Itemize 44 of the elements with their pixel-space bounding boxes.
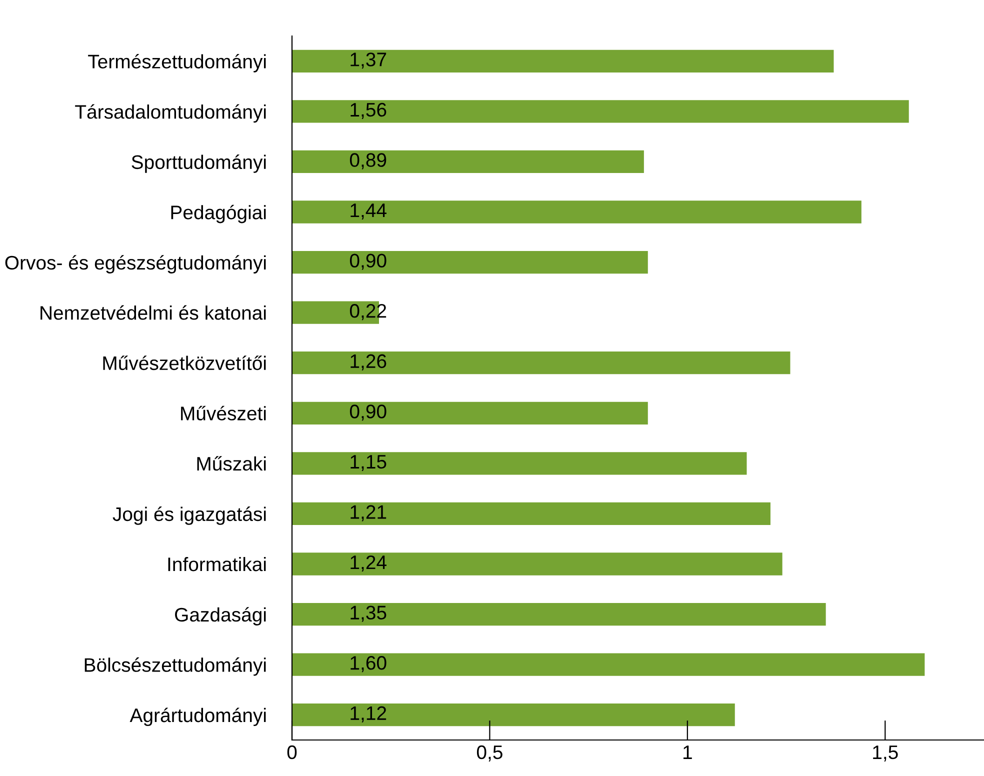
y-tick-label: Pedagógiai bbox=[171, 204, 266, 224]
data-label: 0,89 bbox=[350, 153, 386, 170]
y-tick-label: Társadalomtudományi bbox=[75, 104, 266, 123]
x-tick-label: 1,5 bbox=[873, 746, 898, 762]
y-tick-label: Gazdasági bbox=[175, 607, 266, 626]
data-label: 1,15 bbox=[350, 455, 386, 471]
x-tick-label: 0 bbox=[287, 745, 297, 760]
bar bbox=[292, 452, 747, 475]
x-tick-label: 0,5 bbox=[476, 745, 502, 762]
data-label: 1,24 bbox=[350, 555, 386, 572]
y-tick-label: Agrártudományi bbox=[130, 708, 266, 726]
data-label: 1,37 bbox=[350, 52, 386, 69]
y-tick-label: Művészeti bbox=[181, 406, 266, 420]
y-tick-label: Bölcsészettudományi bbox=[84, 657, 266, 676]
bar bbox=[292, 200, 862, 224]
data-label: 0,90 bbox=[350, 404, 386, 421]
bar bbox=[292, 250, 648, 274]
y-tick-label: Informatikai bbox=[168, 556, 266, 572]
y-tick-label: Nemzetvédelmi és katonai bbox=[40, 305, 266, 320]
y-tick-label: Orvos- és egészségtudományi bbox=[5, 255, 266, 274]
bar bbox=[292, 50, 834, 72]
y-tick-label: Műszaki bbox=[197, 456, 266, 471]
data-label: 1,21 bbox=[350, 505, 386, 522]
bar bbox=[292, 653, 925, 676]
bar bbox=[292, 352, 790, 374]
bar bbox=[292, 100, 909, 123]
y-tick-label: Művészetközvetítői bbox=[103, 356, 266, 370]
bar bbox=[292, 602, 826, 626]
data-label: 1,60 bbox=[350, 656, 386, 672]
bar bbox=[292, 552, 782, 576]
y-tick-label: Jogi és igazgatási bbox=[112, 506, 266, 525]
bar bbox=[292, 150, 644, 174]
bar bbox=[292, 402, 648, 424]
y-tick-label: Természettudományi bbox=[88, 54, 266, 72]
data-label: 1,56 bbox=[350, 102, 386, 119]
bar bbox=[292, 704, 735, 726]
data-label: 1,35 bbox=[350, 606, 386, 622]
x-tick-label: 1 bbox=[684, 746, 692, 759]
data-label: 1,26 bbox=[350, 354, 386, 370]
y-tick-label: Sporttudományi bbox=[132, 154, 266, 173]
data-label: 1,44 bbox=[350, 204, 386, 220]
data-label: 0,90 bbox=[350, 254, 386, 270]
bar bbox=[292, 502, 770, 526]
data-label: 1,12 bbox=[350, 706, 386, 722]
